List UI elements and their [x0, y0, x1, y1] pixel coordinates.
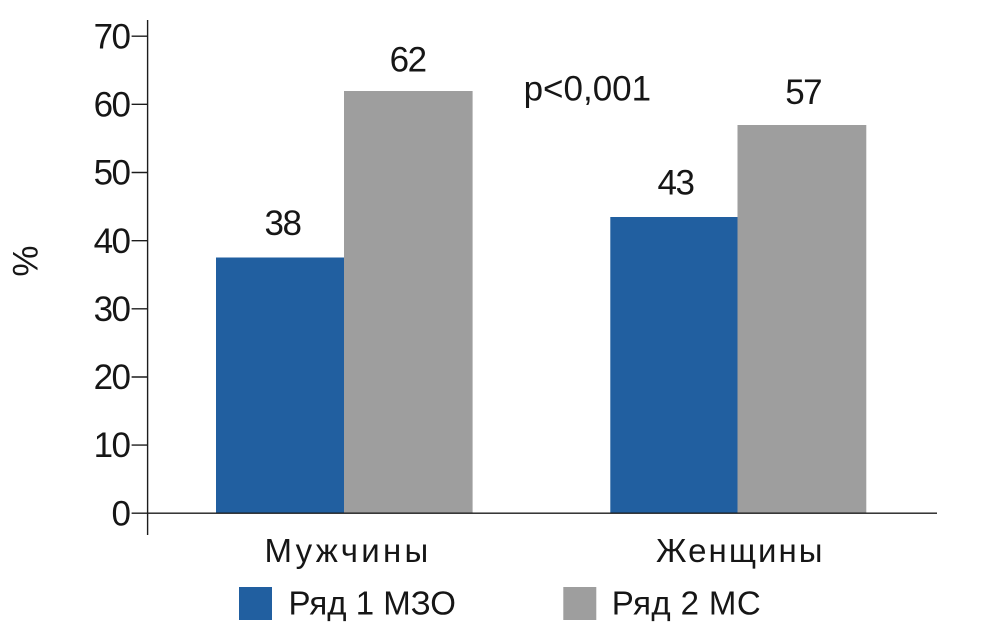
svg-text:Мужчины: Мужчины: [264, 532, 431, 569]
svg-text:p<0,001: p<0,001: [524, 70, 652, 109]
svg-text:70: 70: [94, 17, 131, 56]
svg-text:43: 43: [658, 164, 694, 203]
svg-text:0: 0: [112, 494, 131, 533]
svg-text:62: 62: [390, 41, 426, 80]
svg-text:40: 40: [94, 222, 131, 261]
svg-text:Ряд 1 МЗО: Ряд 1 МЗО: [289, 585, 456, 622]
svg-text:Ряд 2 МС: Ряд 2 МС: [612, 585, 761, 622]
svg-text:50: 50: [94, 154, 131, 193]
svg-text:38: 38: [265, 204, 301, 243]
svg-text:20: 20: [94, 358, 131, 397]
svg-text:%: %: [7, 245, 46, 276]
svg-text:Женщины: Женщины: [656, 532, 825, 569]
svg-text:10: 10: [94, 426, 131, 465]
svg-text:30: 30: [94, 290, 131, 329]
svg-text:60: 60: [94, 85, 131, 124]
svg-text:57: 57: [785, 73, 821, 112]
